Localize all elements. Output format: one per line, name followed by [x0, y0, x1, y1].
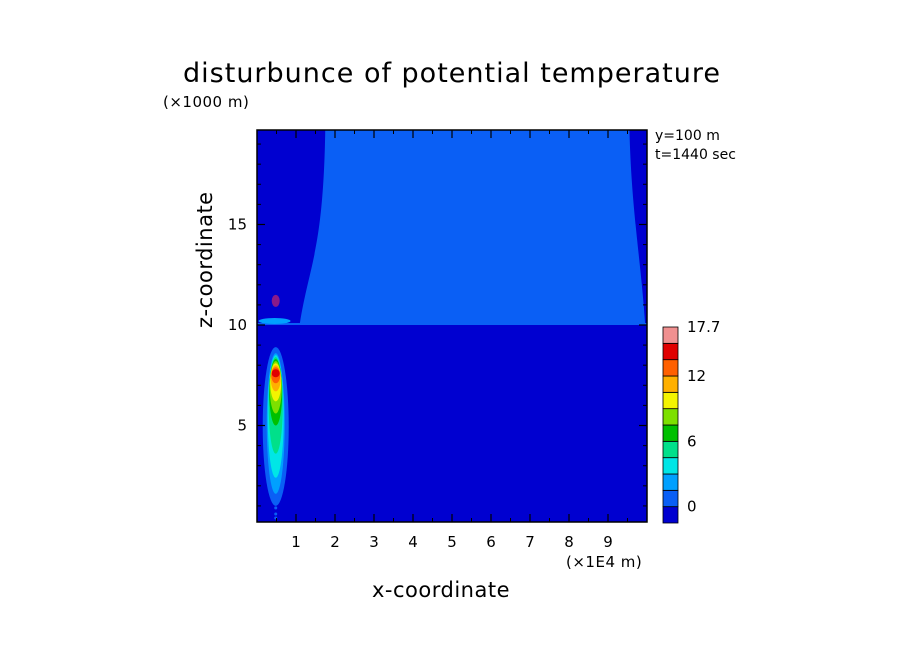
y-tick-label: 10 — [228, 316, 247, 334]
plume-level-10 — [271, 369, 280, 378]
colorbar-swatch — [662, 326, 679, 344]
x-unit-label: (×1E4 m) — [566, 553, 643, 571]
field-tropopause-patch — [258, 317, 291, 324]
x-tick-label: 2 — [330, 533, 340, 551]
colorbar-label: 17.7 — [687, 318, 720, 336]
x-axis-label: x-coordinate — [372, 578, 511, 602]
x-tick-label: 1 — [291, 533, 301, 551]
plume-trail-dot — [274, 506, 278, 510]
colorbar-swatch — [662, 424, 679, 442]
chart-title: disturbunce of potential temperature — [183, 58, 721, 89]
colorbar-swatch — [662, 506, 679, 524]
axes: 1 2 3 4 5 6 7 8 9 5 10 15 — [228, 130, 647, 551]
colorbar-label: 0 — [687, 498, 697, 516]
colorbar-label: 12 — [687, 367, 706, 385]
field-small-anomaly — [271, 294, 280, 307]
colorbar-label: 6 — [687, 432, 697, 450]
colorbar: 0 6 12 17.7 — [662, 318, 720, 524]
y-tick-label: 15 — [228, 215, 247, 233]
plume-trail-dot — [274, 512, 278, 516]
y-unit-label: (×1000 m) — [163, 93, 250, 111]
x-tick-label: 7 — [525, 533, 535, 551]
plot-area — [257, 130, 647, 522]
colorbar-swatch — [662, 473, 679, 491]
y-tick-label: 5 — [237, 417, 247, 435]
colorbar-swatch — [662, 359, 679, 377]
x-tick-label: 6 — [486, 533, 496, 551]
colorbar-swatch — [662, 440, 679, 459]
x-tick-label: 8 — [564, 533, 574, 551]
x-tick-label: 3 — [369, 533, 379, 551]
x-tick-label: 9 — [603, 533, 613, 551]
x-tick-label: 5 — [447, 533, 457, 551]
annotation-y: y=100 m — [655, 128, 720, 144]
colorbar-swatch — [662, 489, 679, 508]
colorbar-swatch — [662, 457, 679, 475]
colorbar-swatch — [662, 375, 679, 393]
colorbar-swatch — [662, 408, 679, 426]
colorbar-swatch — [662, 342, 679, 361]
field-upper-region — [257, 130, 647, 325]
colorbar-swatch — [662, 391, 679, 410]
x-tick-label: 4 — [408, 533, 418, 551]
annotation-t: t=1440 sec — [655, 147, 736, 163]
